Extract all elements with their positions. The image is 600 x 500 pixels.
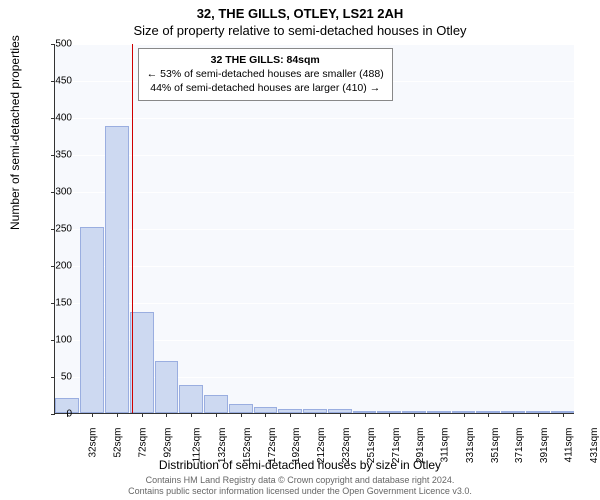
y-tick-label: 250: [32, 224, 72, 235]
y-tick-label: 300: [32, 187, 72, 198]
gridline: [55, 229, 574, 230]
x-tick-mark: [142, 413, 143, 417]
gridline: [55, 266, 574, 267]
y-tick-label: 0: [32, 409, 72, 420]
bar: [80, 227, 104, 413]
x-tick-label: 92sqm: [162, 428, 173, 458]
footer-line2: Contains public sector information licen…: [0, 486, 600, 498]
bar: [105, 126, 129, 413]
gridline: [55, 118, 574, 119]
x-tick-label: 112sqm: [192, 428, 203, 463]
reference-line: [132, 44, 133, 413]
x-tick-label: 152sqm: [242, 428, 253, 464]
annotation-larger: 44% of semi-detached houses are larger (…: [147, 81, 384, 95]
x-tick-mark: [365, 413, 366, 417]
annotation-smaller: ← 53% of semi-detached houses are smalle…: [147, 67, 384, 81]
y-tick-label: 100: [32, 335, 72, 346]
x-tick-mark: [563, 413, 564, 417]
gridline: [55, 192, 574, 193]
x-tick-mark: [290, 413, 291, 417]
x-tick-mark: [488, 413, 489, 417]
plot-area: 32 THE GILLS: 84sqm← 53% of semi-detache…: [54, 44, 574, 414]
y-tick-label: 50: [32, 372, 72, 383]
x-tick-mark: [439, 413, 440, 417]
gridline: [55, 44, 574, 45]
chart-title-desc: Size of property relative to semi-detach…: [0, 21, 600, 38]
x-tick-mark: [414, 413, 415, 417]
x-tick-mark: [241, 413, 242, 417]
x-tick-label: 52sqm: [113, 428, 124, 458]
x-tick-label: 291sqm: [415, 428, 426, 464]
x-tick-mark: [340, 413, 341, 417]
x-tick-label: 212sqm: [316, 428, 327, 464]
x-tick-label: 172sqm: [267, 428, 278, 464]
x-tick-mark: [117, 413, 118, 417]
x-tick-label: 192sqm: [292, 428, 303, 464]
bar: [229, 404, 253, 413]
x-tick-mark: [315, 413, 316, 417]
gridline: [55, 155, 574, 156]
x-tick-label: 72sqm: [137, 428, 148, 458]
x-tick-label: 251sqm: [366, 428, 377, 464]
x-tick-mark: [216, 413, 217, 417]
chart-area: 32 THE GILLS: 84sqm← 53% of semi-detache…: [54, 44, 574, 414]
x-tick-mark: [92, 413, 93, 417]
y-tick-label: 450: [32, 76, 72, 87]
chart-title-address: 32, THE GILLS, OTLEY, LS21 2AH: [0, 0, 600, 21]
x-tick-label: 431sqm: [589, 428, 600, 464]
bar: [204, 395, 228, 414]
y-tick-label: 150: [32, 298, 72, 309]
x-tick-label: 311sqm: [439, 428, 450, 463]
x-tick-label: 411sqm: [563, 428, 574, 463]
x-tick-label: 351sqm: [490, 428, 501, 464]
footer-line1: Contains HM Land Registry data © Crown c…: [0, 475, 600, 487]
y-tick-label: 400: [32, 113, 72, 124]
x-tick-label: 132sqm: [217, 428, 228, 464]
x-tick-mark: [538, 413, 539, 417]
y-tick-label: 500: [32, 39, 72, 50]
x-tick-mark: [464, 413, 465, 417]
x-tick-label: 371sqm: [514, 428, 525, 464]
footer-attribution: Contains HM Land Registry data © Crown c…: [0, 475, 600, 498]
x-tick-label: 232sqm: [341, 428, 352, 464]
y-tick-label: 200: [32, 261, 72, 272]
annotation-box: 32 THE GILLS: 84sqm← 53% of semi-detache…: [138, 48, 393, 101]
x-tick-mark: [191, 413, 192, 417]
y-tick-label: 350: [32, 150, 72, 161]
x-tick-mark: [265, 413, 266, 417]
x-tick-label: 391sqm: [539, 428, 550, 464]
bar: [179, 385, 203, 413]
annotation-head: 32 THE GILLS: 84sqm: [147, 53, 384, 67]
x-tick-label: 32sqm: [88, 428, 99, 458]
y-axis-label: Number of semi-detached properties: [8, 35, 22, 230]
x-tick-mark: [166, 413, 167, 417]
bar: [155, 361, 179, 413]
x-tick-label: 271sqm: [391, 428, 402, 464]
x-tick-mark: [389, 413, 390, 417]
x-tick-label: 331sqm: [465, 428, 476, 464]
x-tick-mark: [513, 413, 514, 417]
bar: [130, 312, 154, 413]
gridline: [55, 303, 574, 304]
